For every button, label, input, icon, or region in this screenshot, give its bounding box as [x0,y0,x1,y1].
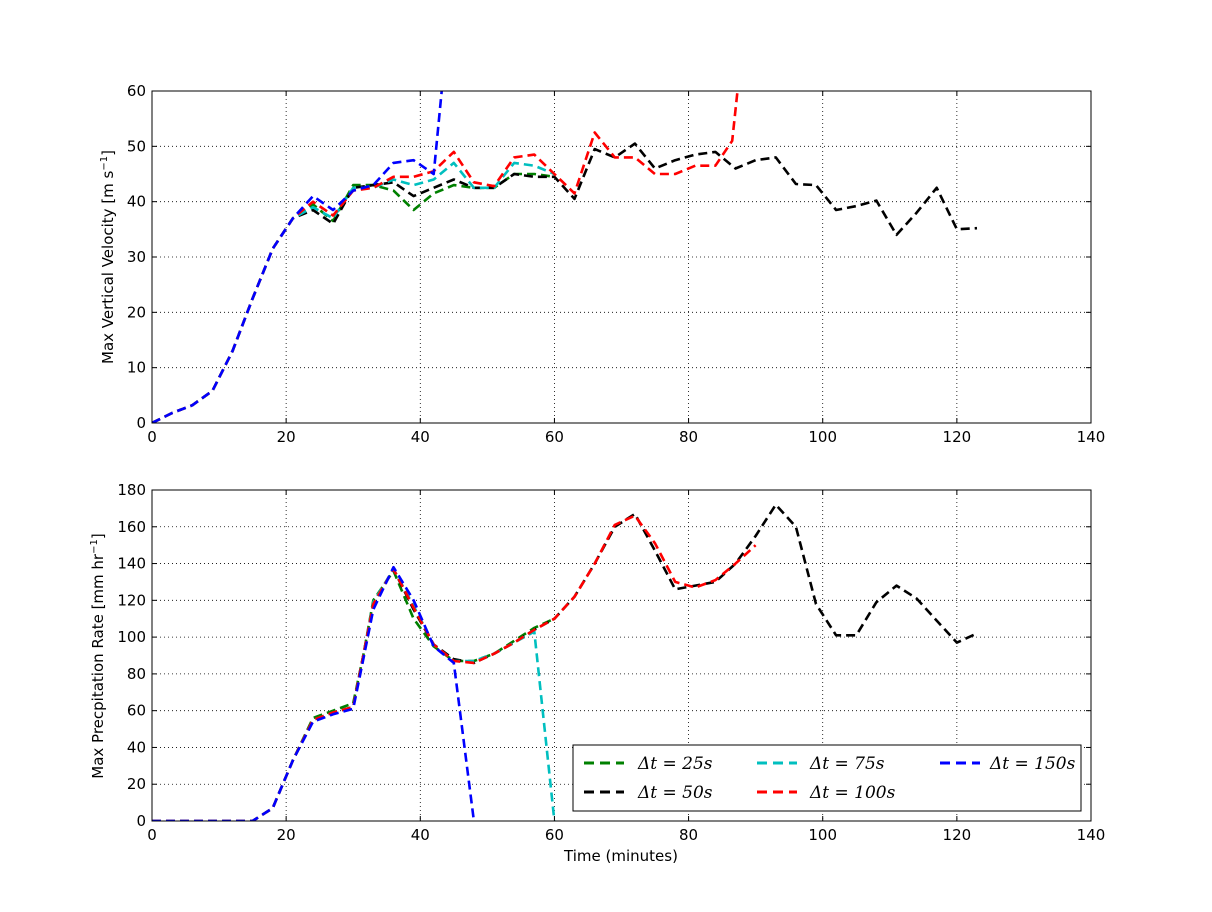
precipitation-y-tick-label: 0 [136,812,146,830]
precipitation-y-tick-label: 100 [117,628,146,646]
velocity-y-tick-label: 0 [136,414,146,432]
precipitation-x-ticks: 0 20 40 60 80 100 120 140 [147,490,1105,844]
precipitation-series-group [152,503,978,821]
legend-label-dt75: Δt = 75s [809,754,885,774]
precipitation-x-tick-label: 140 [1077,826,1106,844]
precipitation-y-tick-label: 60 [127,702,146,720]
precipitation-x-tick-label: 60 [545,826,564,844]
velocity-x-ticks: 0 20 40 60 80 100 120 140 [147,91,1105,446]
precipitation-x-tick-label: 100 [808,826,837,844]
velocity-series-line-t150s [152,91,443,423]
velocity-y-tick-label: 10 [127,359,146,377]
velocity-chart: 0 20 40 60 80 100 120 140 0 10 20 30 40 50 60 Max Ver… [99,82,1105,446]
velocity-y-tick-label: 30 [127,248,146,266]
legend-box [572,744,1082,812]
precipitation-y-tick-label: 180 [117,481,146,499]
legend: Δt = 25s Δt = 75s Δt = 150s Δt = 50s Δt … [572,744,1082,812]
legend-label-dt25: Δt = 25s [637,754,713,774]
precipitation-series-line-t150s [152,565,476,821]
velocity-x-tick-label: 0 [147,428,157,446]
velocity-y-tick-label: 20 [127,303,146,321]
precipitation-chart: 0 20 40 60 80 100 120 140 0 20 40 60 80 100 120 140 160… [89,481,1105,865]
precipitation-y-tick-label: 140 [117,555,146,573]
velocity-x-tick-label: 60 [545,428,564,446]
precipitation-y-tick-label: 120 [117,591,146,609]
legend-label-dt150: Δt = 150s [989,754,1076,774]
precipitation-y-tick-label: 20 [127,775,146,793]
velocity-series-line-t75s [152,161,555,423]
precipitation-x-axis-label: Time (minutes) [563,847,678,865]
velocity-x-tick-label: 40 [411,428,430,446]
velocity-x-tick-label: 120 [943,428,972,446]
precipitation-y-ticks: 0 20 40 60 80 100 120 140 160 180 [117,481,1091,830]
precipitation-x-tick-label: 120 [943,826,972,844]
precipitation-y-tick-label: 40 [127,738,146,756]
velocity-x-tick-label: 80 [679,428,698,446]
velocity-y-tick-label: 40 [127,193,146,211]
velocity-y-tick-label: 50 [127,137,146,155]
velocity-x-tick-label: 100 [808,428,837,446]
velocity-y-tick-label: 60 [127,82,146,100]
precipitation-y-axis-label: Max Precpitation Rate [mm hr−1] [89,533,107,778]
velocity-series-line-t25s [152,172,555,423]
precipitation-x-tick-label: 40 [411,826,430,844]
velocity-x-tick-label: 140 [1077,428,1106,446]
velocity-y-axis-label: Max Vertical Velocity [m s−1] [99,150,117,364]
velocity-x-tick-label: 20 [277,428,296,446]
precipitation-y-tick-label: 80 [127,665,146,683]
precipitation-y-tick-label: 160 [117,518,146,536]
velocity-series-group [152,91,978,423]
precipitation-x-tick-label: 0 [147,826,157,844]
velocity-y-ticks: 0 10 20 30 40 50 60 [127,82,1091,432]
precipitation-x-tick-label: 20 [277,826,296,844]
precipitation-axes-frame [151,489,1092,822]
legend-label-dt50: Δt = 50s [637,783,713,803]
legend-label-dt100: Δt = 100s [809,783,896,803]
precipitation-x-tick-label: 80 [679,826,698,844]
